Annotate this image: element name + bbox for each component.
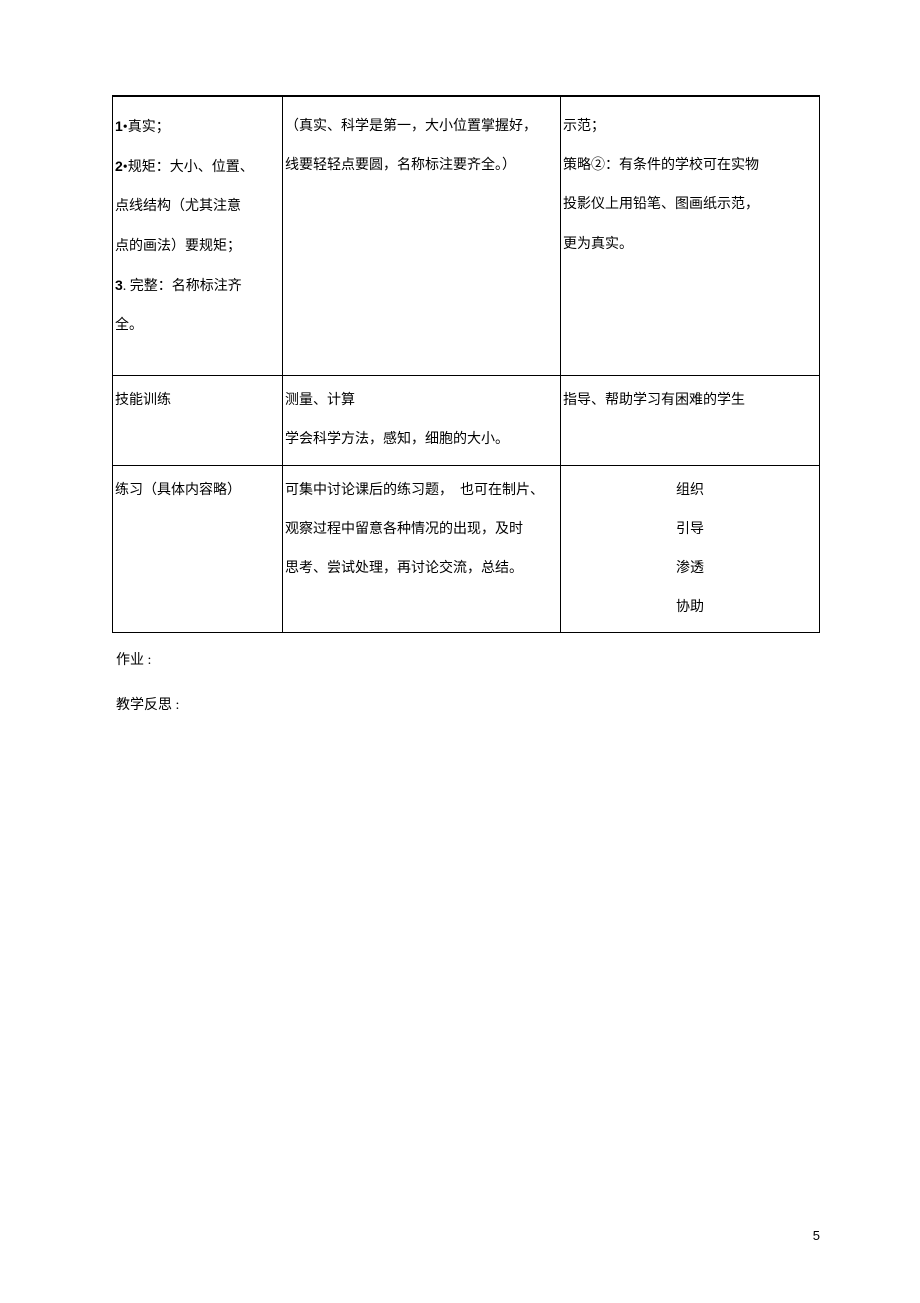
cell-r2c3: 指导、帮助学习有困难的学生	[561, 376, 820, 465]
list-number: 2	[115, 158, 123, 174]
cell-r1c2: （真实、科学是第一，大小位置掌握好， 线要轻轻点要圆，名称标注要齐全。）	[283, 97, 561, 376]
cell-line: 1•真实；	[115, 107, 280, 147]
list-number: 1	[115, 118, 123, 134]
cell-line: 点线结构（尤其注意	[115, 187, 280, 226]
cell-r2c2: 测量、计算 学会科学方法，感知，细胞的大小。	[283, 376, 561, 465]
cell-line: 2•规矩：大小、位置、	[115, 147, 280, 187]
cell-line: 3. 完整：名称标注齐	[115, 266, 280, 306]
cell-line: 协助	[563, 588, 817, 627]
cell-line: 观察过程中留意各种情况的出现，及时	[285, 510, 558, 549]
cell-r2c1: 技能训练	[113, 376, 283, 465]
table-row: 技能训练 测量、计算 学会科学方法，感知，细胞的大小。 指导、帮助学习有困难的学…	[113, 376, 820, 465]
cell-line: 投影仪上用铅笔、图画纸示范，	[563, 185, 817, 224]
table-row: 1•真实； 2•规矩：大小、位置、 点线结构（尤其注意 点的画法）要规矩； 3.…	[113, 97, 820, 376]
list-number: 3	[115, 277, 123, 293]
cell-r3c2: 可集中讨论课后的练习题， 也可在制片、 观察过程中留意各种情况的出现，及时 思考…	[283, 465, 561, 633]
cell-line: 引导	[563, 510, 817, 549]
cell-line: 示范；	[563, 107, 817, 146]
cell-line: 组织	[563, 471, 817, 510]
cell-r1c3: 示范； 策略②：有条件的学校可在实物 投影仪上用铅笔、图画纸示范， 更为真实。	[561, 97, 820, 376]
cell-line: 策略②：有条件的学校可在实物	[563, 146, 817, 185]
cell-line: 思考、尝试处理，再讨论交流，总结。	[285, 549, 558, 588]
cell-line: 渗透	[563, 549, 817, 588]
table-row: 练习（具体内容略） 可集中讨论课后的练习题， 也可在制片、 观察过程中留意各种情…	[113, 465, 820, 633]
lesson-plan-table: 1•真实； 2•规矩：大小、位置、 点线结构（尤其注意 点的画法）要规矩； 3.…	[112, 96, 820, 633]
cell-line: 可集中讨论课后的练习题， 也可在制片、	[285, 471, 558, 510]
cell-line: 全。	[115, 306, 280, 345]
cell-line: 学会科学方法，感知，细胞的大小。	[285, 420, 558, 459]
cell-line: 测量、计算	[285, 381, 558, 420]
cell-line: 点的画法）要规矩；	[115, 227, 280, 266]
cell-line: 线要轻轻点要圆，名称标注要齐全。）	[285, 146, 558, 185]
cell-r1c1: 1•真实； 2•规矩：大小、位置、 点线结构（尤其注意 点的画法）要规矩； 3.…	[113, 97, 283, 376]
reflection-label: 教学反思 :	[112, 693, 820, 718]
cell-line: （真实、科学是第一，大小位置掌握好，	[285, 107, 558, 146]
homework-label: 作业 :	[112, 648, 820, 673]
page-number: 5	[813, 1228, 820, 1243]
cell-r3c1: 练习（具体内容略）	[113, 465, 283, 633]
cell-r3c3: 组织 引导 渗透 协助	[561, 465, 820, 633]
cell-line: 更为真实。	[563, 225, 817, 264]
